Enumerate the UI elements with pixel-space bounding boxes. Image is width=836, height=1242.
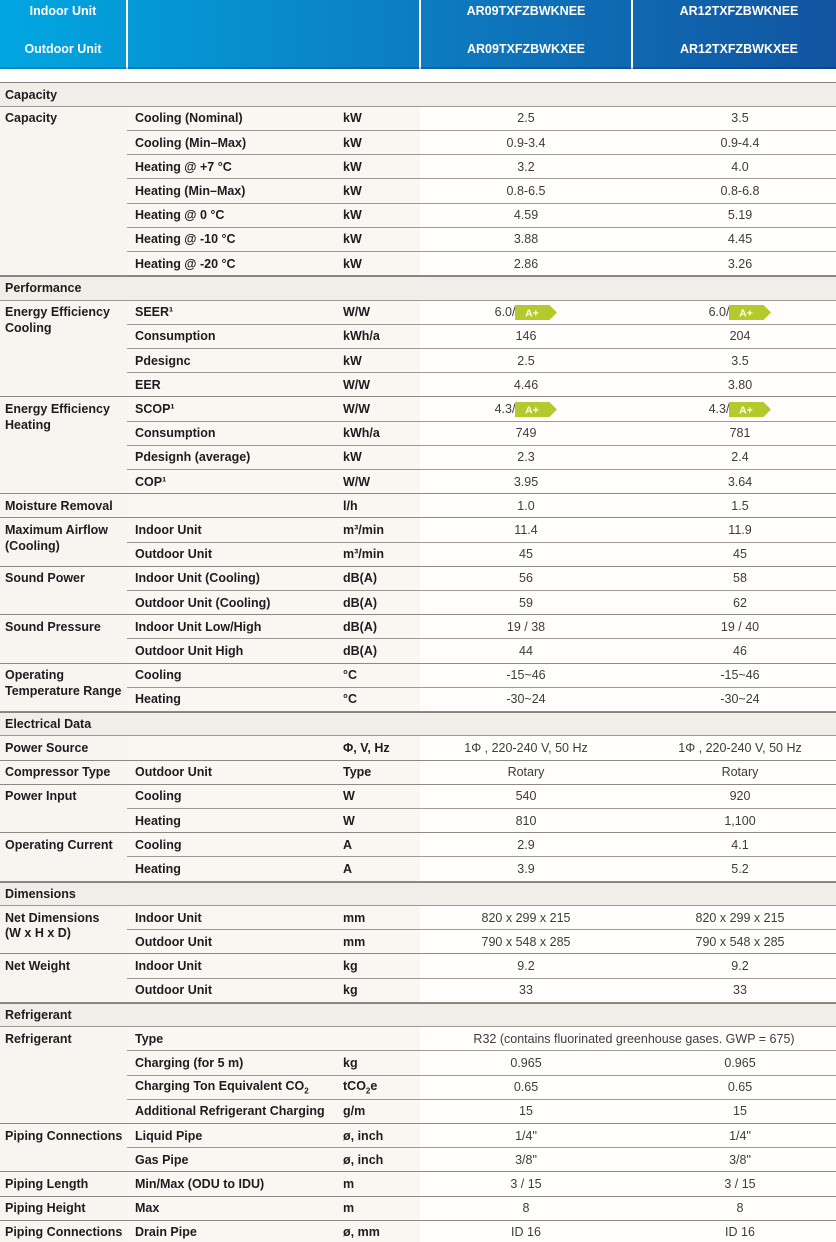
svg-text:A+: A+	[526, 307, 540, 319]
svg-text:A+: A+	[740, 404, 754, 416]
svg-text:A+: A+	[740, 307, 754, 319]
svg-text:A+: A+	[526, 404, 540, 416]
